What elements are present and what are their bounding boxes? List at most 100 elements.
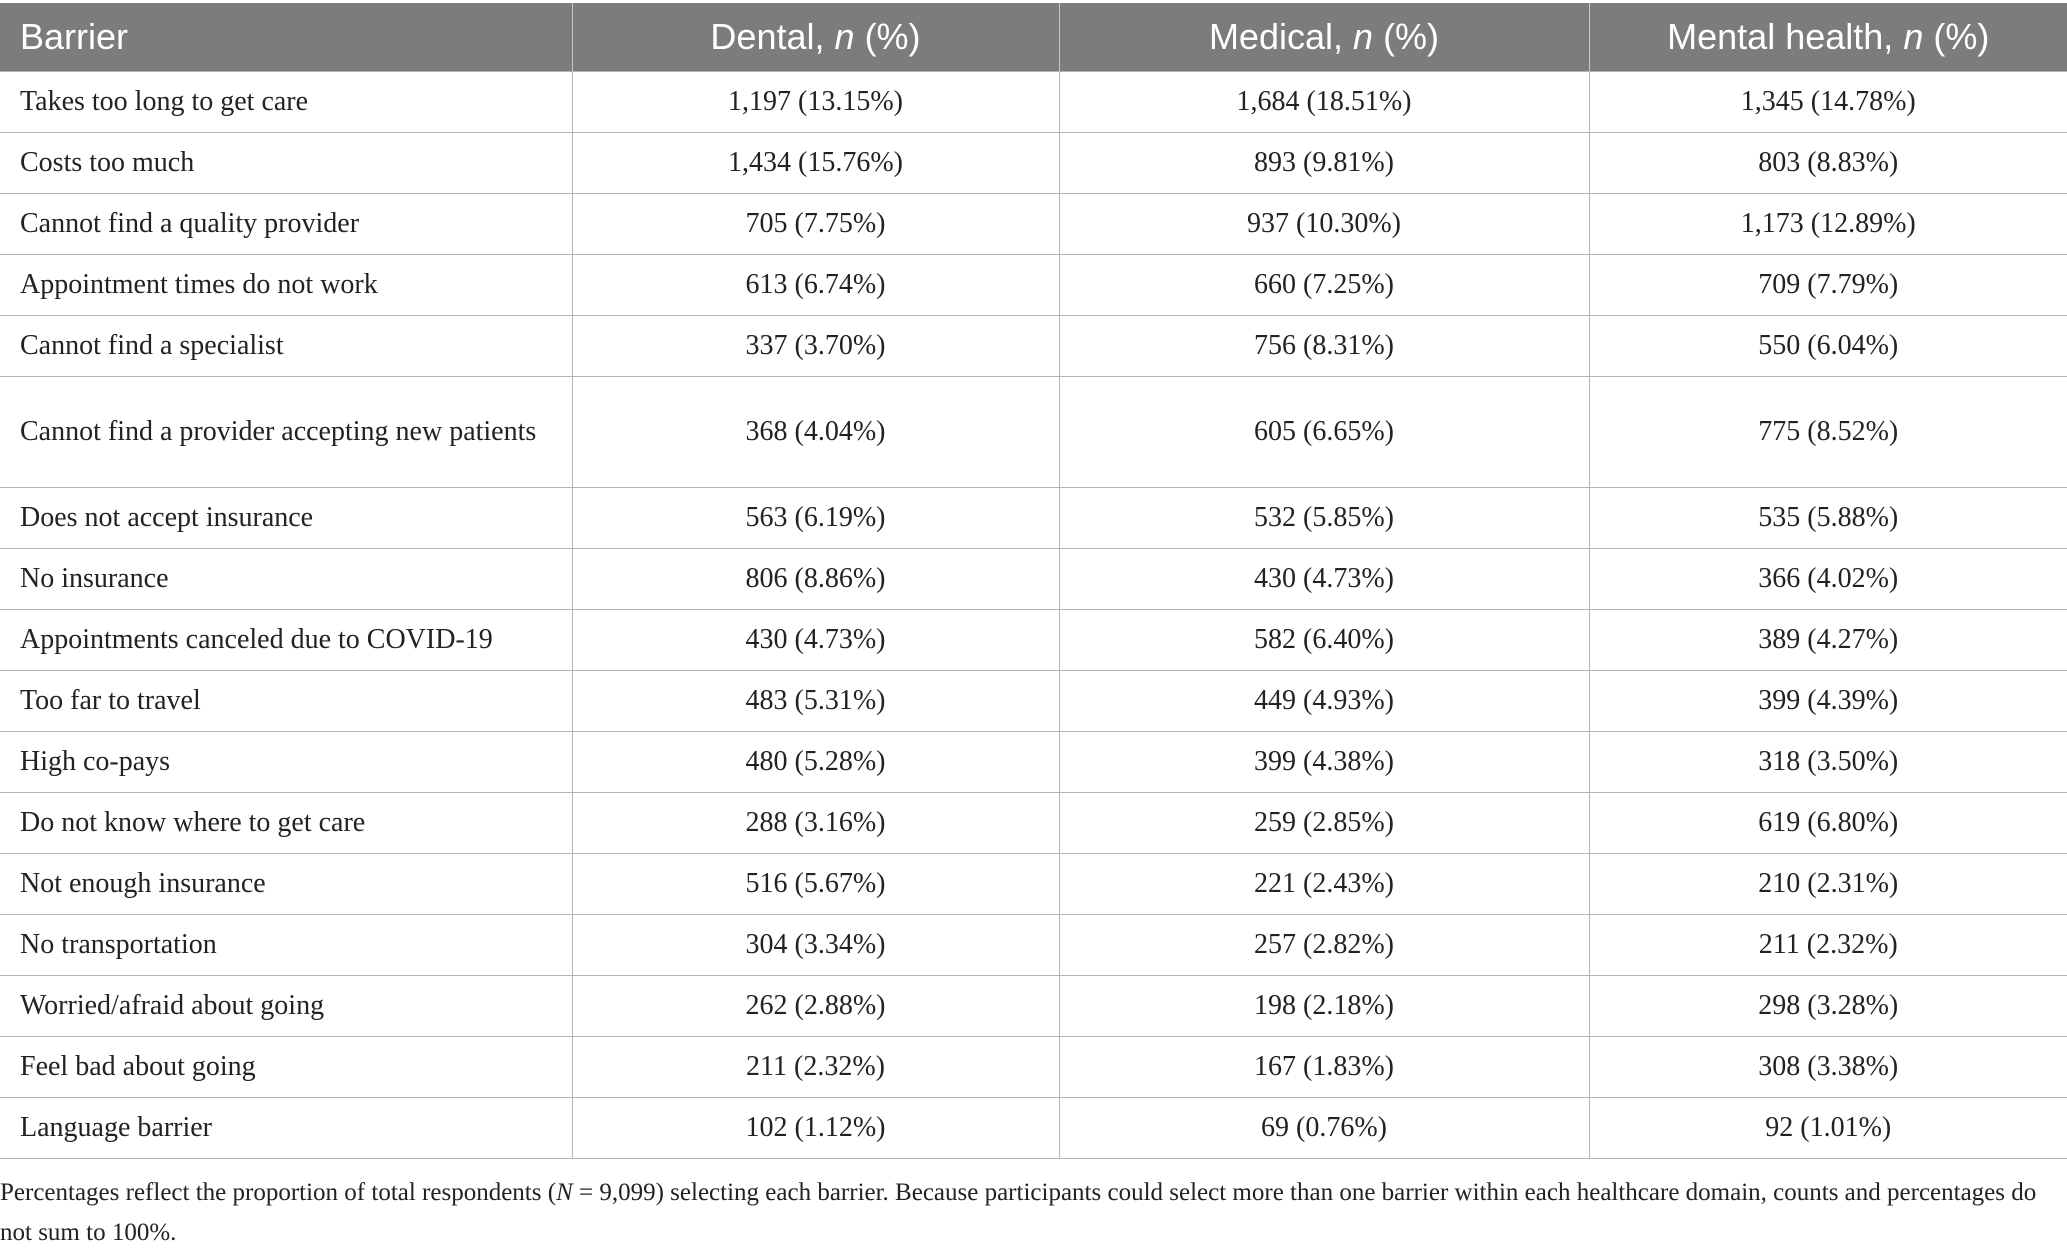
table-row: Cannot find a quality provider 705 (7.75%… [0,193,2067,255]
barrier-cell: High co-pays [0,731,572,793]
barrier-cell: Language barrier [0,1097,572,1159]
table-footnote: Percentages reflect the proportion of to… [0,1159,2060,1253]
barrier-cell: Feel bad about going [0,1036,572,1098]
dental-cell: 1,434 (15.76%) [571,132,1059,194]
table-row: Cannot find a specialist 337 (3.70%) 756 (… [0,315,2067,377]
barrier-cell: Not enough insurance [0,853,572,915]
dental-cell: 483 (5.31%) [571,670,1059,732]
barrier-cell: Takes too long to get care [0,71,572,133]
medical-cell: 167 (1.83%) [1058,1036,1589,1098]
barrier-cell: Too far to travel [0,670,572,732]
medical-cell: 257 (2.82%) [1058,914,1589,976]
table-row: Too far to travel 483 (5.31%) 449 (4.93%) 3… [0,670,2067,732]
mental-health-cell: 1,173 (12.89%) [1588,193,2067,255]
dental-cell: 102 (1.12%) [571,1097,1059,1159]
barrier-cell: Appointments canceled due to COVID-19 [0,609,572,671]
dental-cell: 1,197 (13.15%) [571,71,1059,133]
footnote-part2: = 9,099) selecting each barrier. Because… [0,1179,2037,1246]
dental-cell: 480 (5.28%) [571,731,1059,793]
dental-cell: 262 (2.88%) [571,975,1059,1037]
mental-health-cell: 389 (4.27%) [1588,609,2067,671]
table-row: Costs too much 1,434 (15.76%) 893 (9.81%) 8… [0,132,2067,194]
dental-cell: 304 (3.34%) [571,914,1059,976]
header-dental-label: Dental, [710,16,825,57]
header-row: Barrier Dental, n (%) Medical, n (%) Men… [0,3,2067,72]
dental-cell: 288 (3.16%) [571,792,1059,854]
mental-health-cell: 709 (7.79%) [1588,254,2067,316]
table-row: Cannot find a provider accepting new pat… [0,376,2067,488]
mental-health-cell: 535 (5.88%) [1588,487,2067,549]
medical-cell: 582 (6.40%) [1058,609,1589,671]
table-row: No transportation 304 (3.34%) 257 (2.82%) 2… [0,914,2067,976]
mental-health-cell: 92 (1.01%) [1588,1097,2067,1159]
dental-cell: 806 (8.86%) [571,548,1059,610]
header-medical: Medical, n (%) [1058,3,1589,72]
mental-health-cell: 550 (6.04%) [1588,315,2067,377]
dental-cell: 337 (3.70%) [571,315,1059,377]
footnote-n-symbol: N [556,1179,573,1206]
barrier-cell: Do not know where to get care [0,792,572,854]
mental-health-cell: 366 (4.02%) [1588,548,2067,610]
table-row: Worried/afraid about going 262 (2.88%) 198… [0,975,2067,1037]
mental-health-cell: 210 (2.31%) [1588,853,2067,915]
header-mental-pct: (%) [1933,16,1990,57]
barrier-cell: No insurance [0,548,572,610]
table-row: Do not know where to get care 288 (3.16%)… [0,792,2067,854]
table-row: Language barrier 102 (1.12%) 69 (0.76%) 92 … [0,1097,2067,1159]
header-dental-n: n [834,16,855,57]
barrier-cell: Worried/afraid about going [0,975,572,1037]
table-row: Does not accept insurance 563 (6.19%) 532 … [0,487,2067,549]
mental-health-cell: 211 (2.32%) [1588,914,2067,976]
medical-cell: 399 (4.38%) [1058,731,1589,793]
mental-health-cell: 1,345 (14.78%) [1588,71,2067,133]
table-row: Not enough insurance 516 (5.67%) 221 (2.43… [0,853,2067,915]
dental-cell: 430 (4.73%) [571,609,1059,671]
medical-cell: 1,684 (18.51%) [1058,71,1589,133]
medical-cell: 221 (2.43%) [1058,853,1589,915]
medical-cell: 893 (9.81%) [1058,132,1589,194]
medical-cell: 259 (2.85%) [1058,792,1589,854]
medical-cell: 605 (6.65%) [1058,376,1589,488]
header-medical-n: n [1353,16,1374,57]
header-mental-n: n [1903,16,1924,57]
barrier-cell: No transportation [0,914,572,976]
dental-cell: 516 (5.67%) [571,853,1059,915]
header-mental-health: Mental health, n (%) [1588,3,2067,72]
footnote-part1: Percentages reflect the proportion of to… [0,1179,557,1206]
medical-cell: 756 (8.31%) [1058,315,1589,377]
medical-cell: 198 (2.18%) [1058,975,1589,1037]
dental-cell: 563 (6.19%) [571,487,1059,549]
mental-health-cell: 803 (8.83%) [1588,132,2067,194]
barrier-cell: Cannot find a specialist [0,315,572,377]
barrier-cell: Costs too much [0,132,572,194]
table-row: Appointment times do not work 613 (6.74%)… [0,254,2067,316]
table-row: High co-pays 480 (5.28%) 399 (4.38%) 318 (3… [0,731,2067,793]
table-row: Feel bad about going 211 (2.32%) 167 (1.83… [0,1036,2067,1098]
header-dental-pct: (%) [864,16,921,57]
table-row: Appointments canceled due to COVID-19 430… [0,609,2067,671]
header-medical-pct: (%) [1383,16,1440,57]
table-container: Barrier Dental, n (%) Medical, n (%) Men… [0,3,2067,1253]
header-medical-label: Medical, [1208,16,1343,57]
header-dental: Dental, n (%) [571,3,1059,72]
header-barrier: Barrier [0,3,572,72]
dental-cell: 211 (2.32%) [571,1036,1059,1098]
barrier-cell: Cannot find a quality provider [0,193,572,255]
medical-cell: 660 (7.25%) [1058,254,1589,316]
medical-cell: 69 (0.76%) [1058,1097,1589,1159]
header-mental-label: Mental health, [1667,16,1894,57]
medical-cell: 937 (10.30%) [1058,193,1589,255]
mental-health-cell: 399 (4.39%) [1588,670,2067,732]
mental-health-cell: 775 (8.52%) [1588,376,2067,488]
medical-cell: 449 (4.93%) [1058,670,1589,732]
barriers-table: Barrier Dental, n (%) Medical, n (%) Men… [0,3,2067,1159]
table-row: Takes too long to get care 1,197 (13.15%)… [0,71,2067,133]
dental-cell: 613 (6.74%) [571,254,1059,316]
dental-cell: 705 (7.75%) [571,193,1059,255]
barrier-cell: Cannot find a provider accepting new pat… [0,376,572,488]
mental-health-cell: 318 (3.50%) [1588,731,2067,793]
table-row: No insurance 806 (8.86%) 430 (4.73%) 366 (4… [0,548,2067,610]
medical-cell: 532 (5.85%) [1058,487,1589,549]
dental-cell: 368 (4.04%) [571,376,1059,488]
mental-health-cell: 619 (6.80%) [1588,792,2067,854]
